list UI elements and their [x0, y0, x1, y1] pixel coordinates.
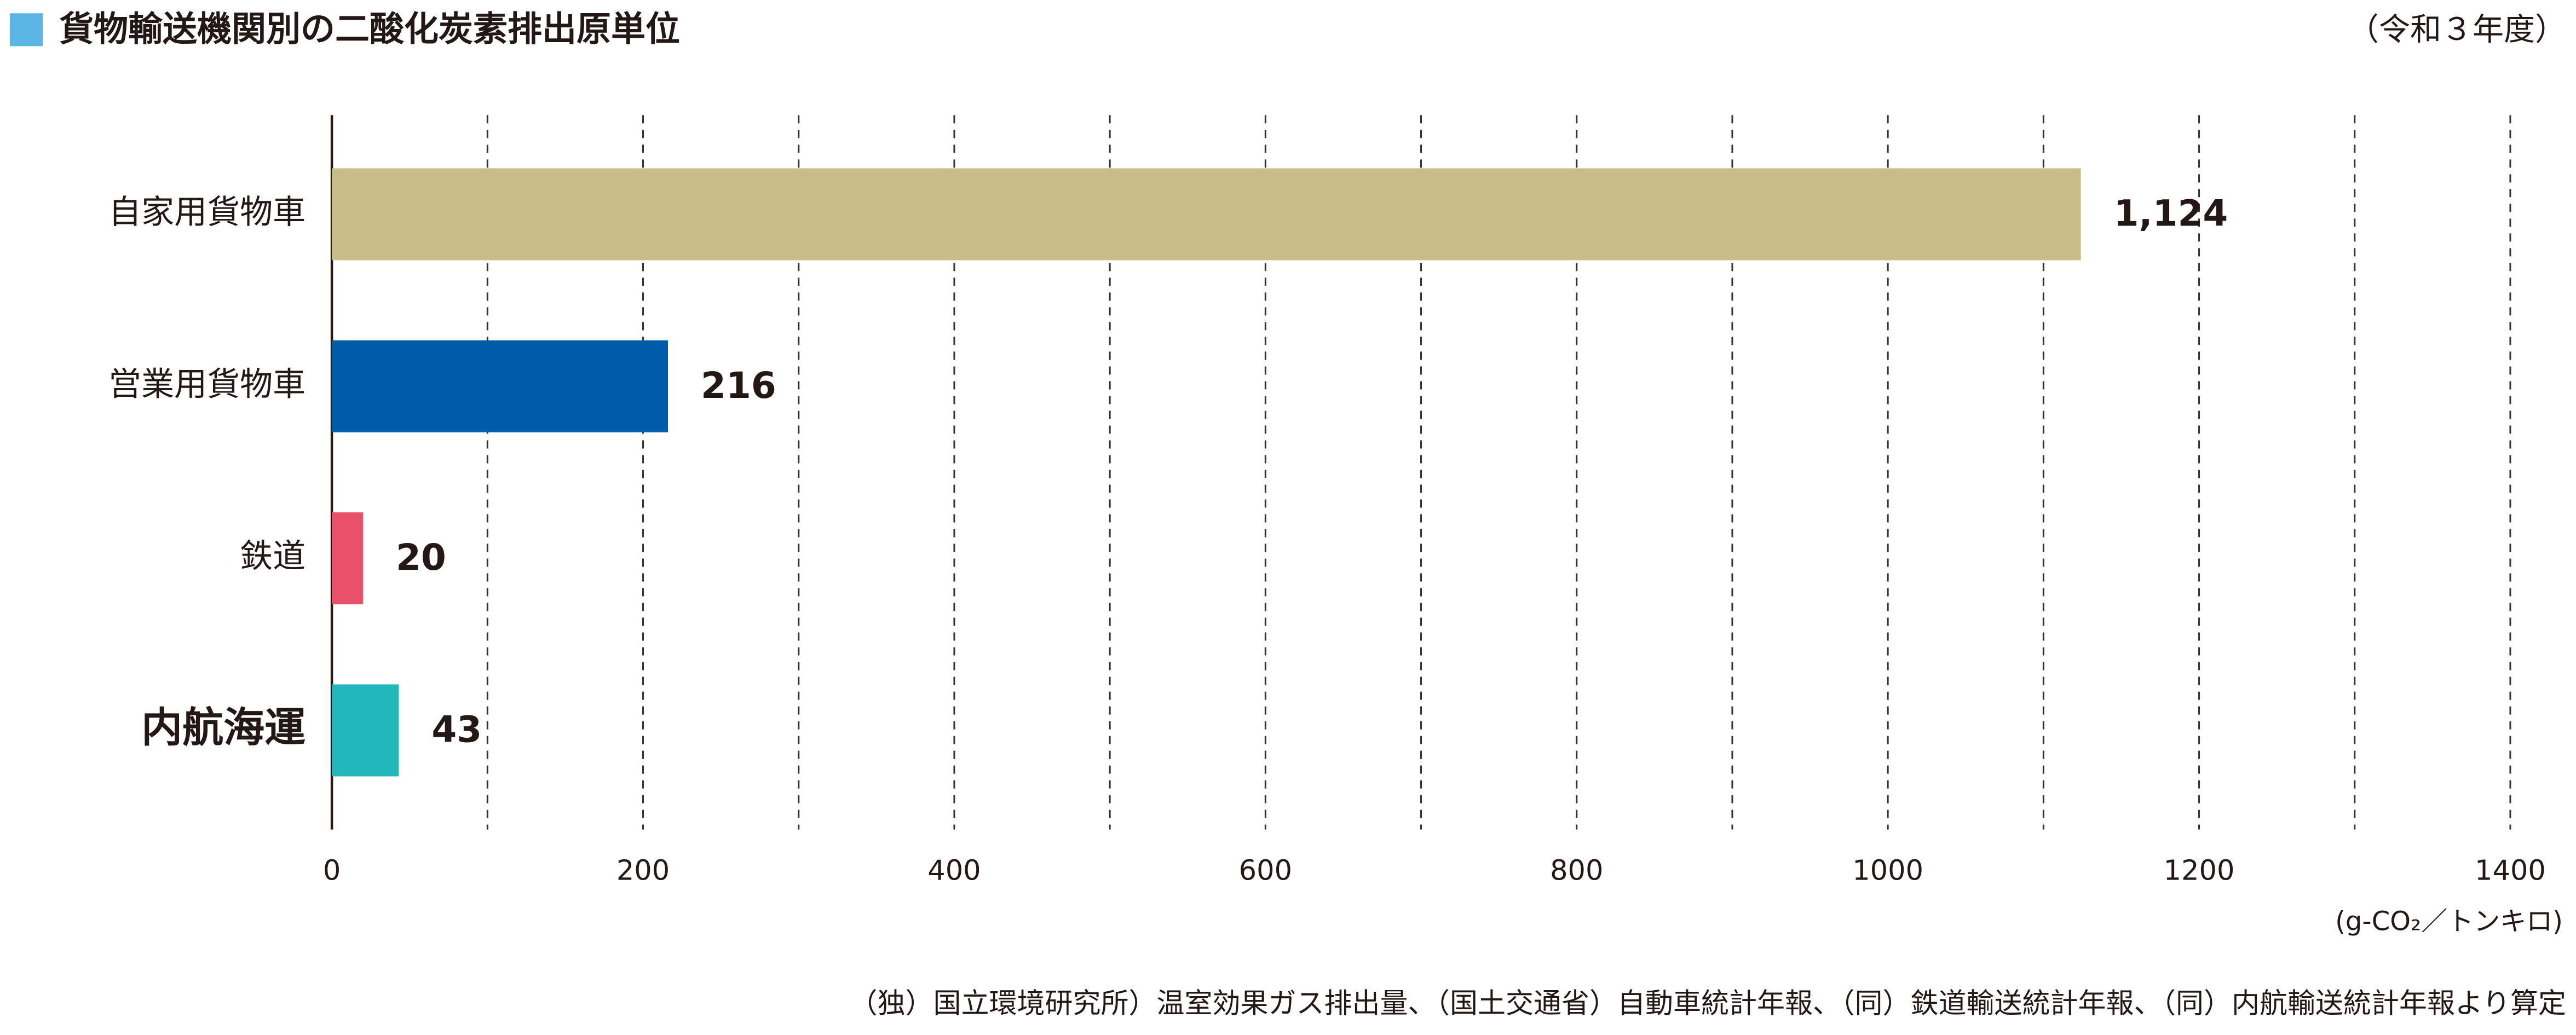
- bar: [332, 168, 2081, 261]
- y-tick-label: 自家用貨物車: [108, 193, 306, 232]
- x-tick-label: 1000: [1852, 855, 1923, 887]
- title-marker: [10, 13, 43, 47]
- x-tick-label: 200: [616, 855, 670, 887]
- y-tick-label: 内航海運: [141, 703, 306, 751]
- x-tick-label: 600: [1239, 855, 1292, 887]
- source-note: （独）国立環境研究所）温室効果ガス排出量、（国土交通省）自動車統計年報、（同）鉄…: [850, 988, 2566, 1020]
- bar: [332, 512, 363, 605]
- value-label: 1,124: [2114, 193, 2228, 235]
- value-label: 20: [396, 536, 446, 579]
- x-tick-label: 0: [323, 855, 341, 887]
- bar: [332, 340, 669, 432]
- y-tick-label: 鉄道: [240, 537, 306, 576]
- x-tick-label: 1200: [2164, 855, 2235, 887]
- x-axis-unit: (g-CO₂／トンキロ): [2335, 906, 2563, 937]
- value-label: 216: [701, 365, 776, 407]
- chart-title: 貨物輸送機関別の二酸化炭素排出原単位: [59, 9, 680, 49]
- chart-subtitle: （令和３年度）: [2348, 11, 2566, 48]
- value-label: 43: [431, 709, 482, 751]
- x-tick-label: 800: [1550, 855, 1603, 887]
- y-tick-label: 営業用貨物車: [108, 365, 306, 403]
- x-tick-label: 1400: [2475, 855, 2546, 887]
- x-tick-label: 400: [927, 855, 981, 887]
- bar: [332, 684, 399, 777]
